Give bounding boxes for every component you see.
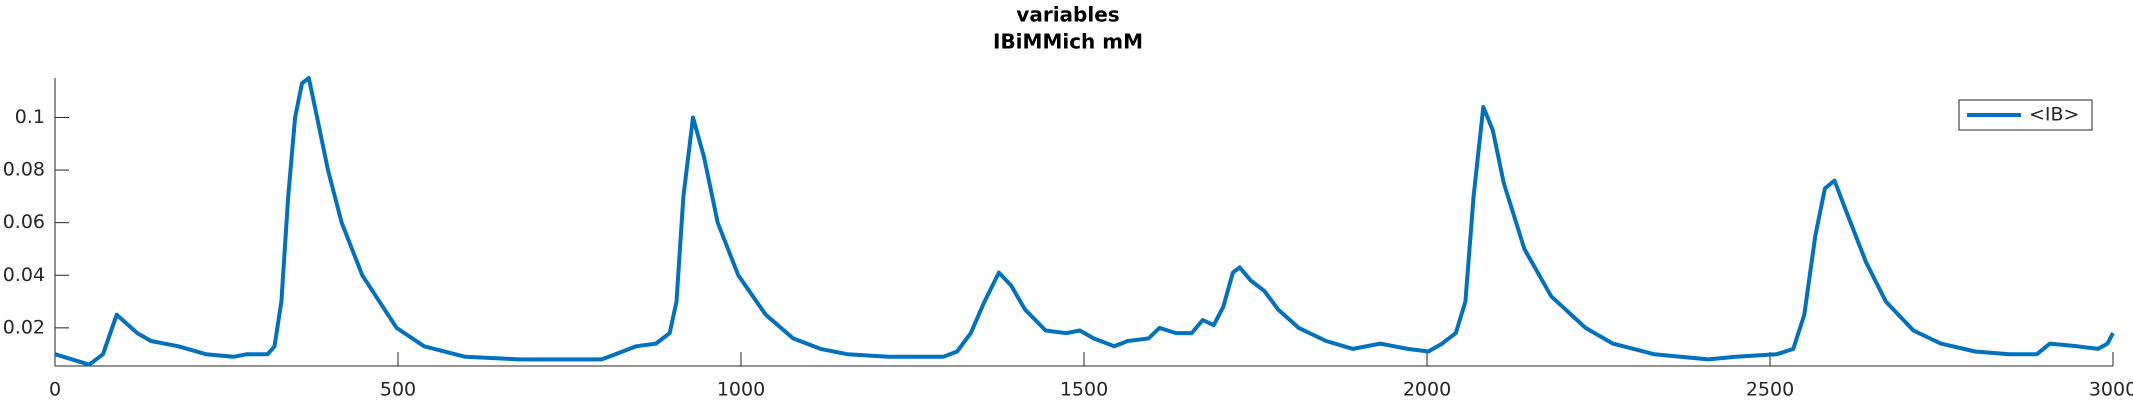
x-tick-label: 2500 [1746,379,1794,400]
x-tick-label: 3000 [2089,379,2133,400]
y-tick-label: 0.04 [3,264,45,286]
data-line [54,76,2115,367]
x-tick-label: 500 [380,379,416,400]
y-tick-label: 0.08 [3,159,45,181]
x-tick-label: 2000 [1403,379,1451,400]
y-tick-label: 0.02 [3,316,45,338]
legend-label: <IB> [2029,104,2079,126]
x-tick-label: 1500 [1060,379,1108,400]
y-tick-label: 0.06 [3,211,45,233]
x-tick-label: 1000 [717,379,765,400]
y-tick-label: 0.1 [15,106,45,128]
chart-title: variables [1016,3,1119,27]
chart-subtitle: IBiMMich mM [993,30,1143,54]
x-tick-label: 0 [49,379,61,400]
